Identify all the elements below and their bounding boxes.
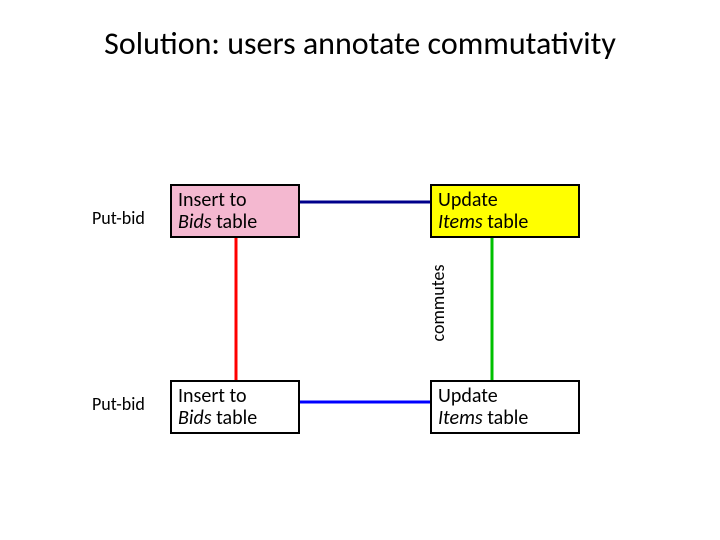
text-line2-rest: table [483, 210, 529, 234]
label-putbid-top: Put-bid [92, 207, 145, 229]
text-line2-italic: Bids [178, 210, 212, 234]
text-line2-rest: table [483, 406, 529, 430]
box-update-items-top-text: Update Items table [438, 189, 528, 233]
label-putbid-bottom: Put-bid [92, 393, 145, 415]
text-line1: Insert to [178, 188, 247, 212]
text-line2-rest: table [212, 406, 258, 430]
text-line1: Insert to [178, 384, 247, 408]
text-line2-italic: Bids [178, 406, 212, 430]
box-insert-bids-bottom: Insert to Bids table [170, 380, 300, 434]
box-update-items-top: Update Items table [430, 184, 580, 238]
label-commutes: commutes [427, 253, 449, 353]
box-insert-bids-bottom-text: Insert to Bids table [178, 385, 257, 429]
box-update-items-bottom-text: Update Items table [438, 385, 528, 429]
box-update-items-bottom: Update Items table [430, 380, 580, 434]
text-line2-rest: table [212, 210, 258, 234]
page-title-text: Solution: users annotate commutativity [104, 24, 616, 63]
text-line2-italic: Items [438, 210, 483, 234]
text-line1: Update [438, 188, 498, 212]
text-line2-italic: Items [438, 406, 483, 430]
box-insert-bids-top-text: Insert to Bids table [178, 189, 257, 233]
box-insert-bids-top: Insert to Bids table [170, 184, 300, 238]
connector-lines [0, 0, 720, 540]
page-title: Solution: users annotate commutativity [0, 24, 720, 63]
text-line1: Update [438, 384, 498, 408]
